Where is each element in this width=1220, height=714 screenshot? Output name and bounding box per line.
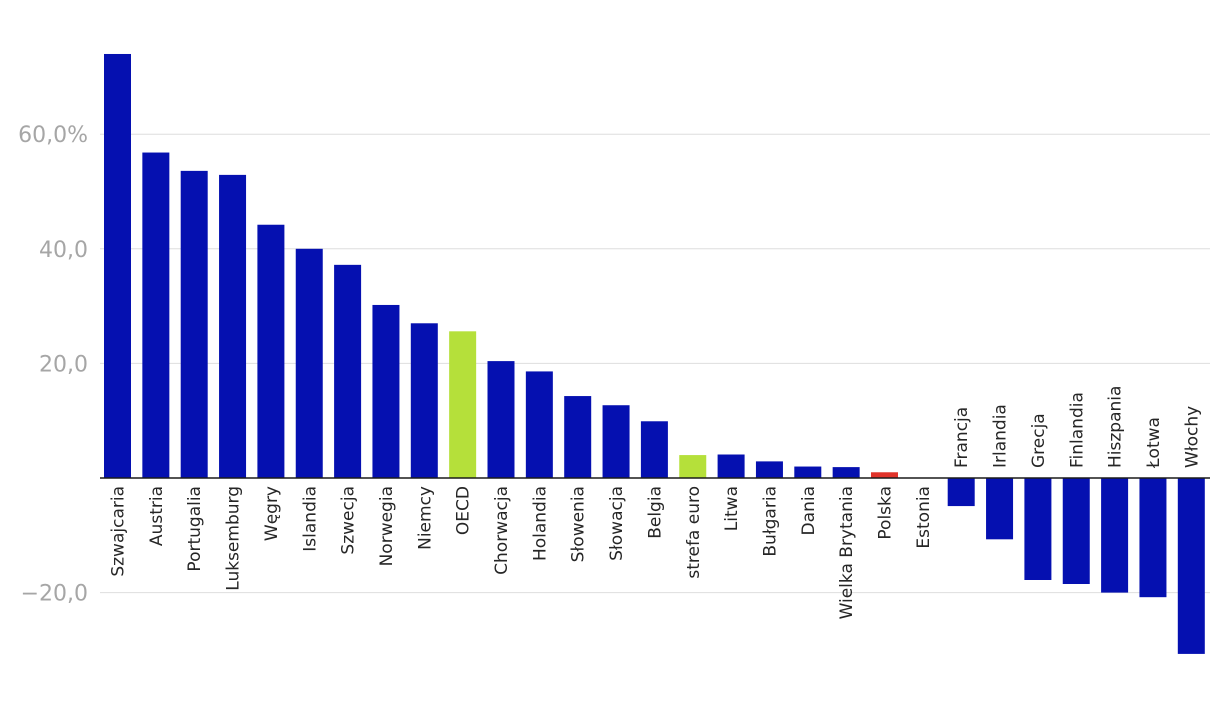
bar-28 [1177,478,1205,654]
category-label: Szwecja [339,486,359,555]
bar-0 [104,53,131,478]
bar-14 [640,421,668,478]
category-label: Belgia [645,486,665,539]
category-label: Szwajcaria [109,486,129,577]
bar-1 [142,152,170,478]
bar-19 [832,467,860,478]
bar-24 [1024,478,1052,580]
category-label: Norwegia [377,486,397,566]
category-label: Finlandia [1067,392,1087,468]
bar-10 [487,361,515,478]
category-label: Litwa [722,486,742,531]
bar-18 [794,466,822,478]
y-axis-tick-labels: 60,0% 40,0 20,0 −20,0 [18,123,88,606]
bar-5 [295,248,323,478]
bar-layer [104,53,1205,654]
bar-2 [180,170,208,478]
bar-3 [219,174,247,478]
category-label: OECD [454,486,474,535]
category-label: Chorwacja [492,486,512,575]
category-label: Estonia [914,486,934,549]
category-label: Austria [147,486,167,546]
category-label: Węgry [262,486,282,541]
category-label: Włochy [1182,406,1202,468]
category-label: strefa euro [684,486,704,579]
bar-26 [1101,478,1129,593]
category-label: Holandia [530,486,550,561]
category-label: Grecja [1029,413,1049,468]
bar-27 [1139,478,1167,598]
y-tick-label: −20,0 [21,582,88,607]
category-label: Łotwa [1144,417,1164,469]
category-label: Niemcy [415,486,435,550]
grid-layer [100,133,1210,594]
bar-15 [679,455,707,478]
bar-7 [372,304,400,478]
bar-4 [257,224,285,478]
category-label: Islandia [300,486,320,552]
bar-20 [871,472,898,478]
category-label: Dania [799,486,819,535]
category-label: Hiszpania [1106,386,1126,468]
bar-25 [1062,478,1090,585]
category-label: Luksemburg [224,486,244,591]
bar-12 [564,396,592,478]
category-label: Słowenia [569,486,589,562]
y-tick-label: 40,0 [39,238,88,263]
category-label: Polska [876,486,896,540]
bar-16 [717,454,745,478]
bar-11 [525,371,553,478]
category-label: Francja [952,407,972,468]
bar-13 [602,405,630,478]
bar-6 [334,264,362,478]
category-label: Bułgaria [760,486,780,557]
bar-23 [986,478,1014,540]
category-label: Irlandia [991,404,1011,468]
y-tick-label: 20,0 [39,352,88,377]
category-label: Portugalia [185,486,205,572]
bar-22 [947,478,975,507]
category-label: Wielka Brytania [837,486,857,619]
bar-8 [410,323,438,478]
x-axis-category-labels: Szwajcaria Austria Portugalia Luksemburg Węg… [109,386,1203,620]
bar-17 [755,461,783,478]
bar-9 [449,331,477,478]
y-tick-label: 60,0% [18,123,88,148]
category-label: Słowacja [607,486,627,561]
